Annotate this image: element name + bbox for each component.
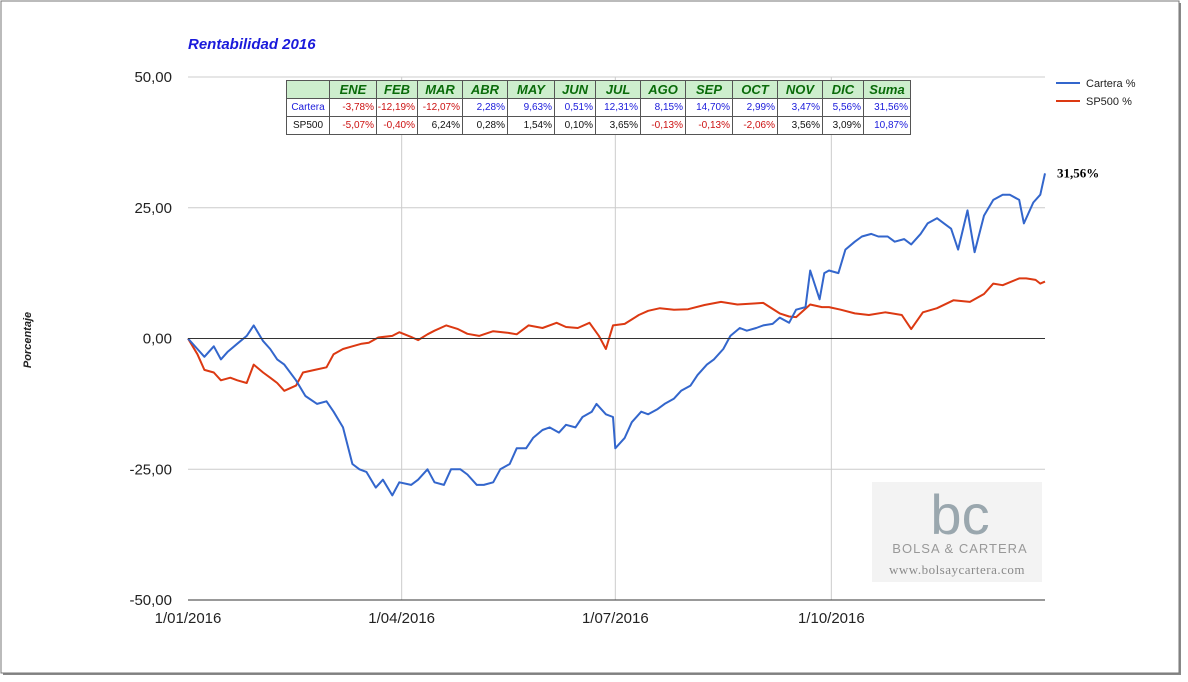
y-tick-label: 0,00 <box>143 331 172 348</box>
table-cell: 1,54% <box>507 116 555 135</box>
table-cell: 5,56% <box>822 98 864 117</box>
x-tick-label: 1/07/2016 <box>582 610 649 627</box>
table-cell: 12,31% <box>595 98 641 117</box>
table-cell: 9,63% <box>507 98 555 117</box>
table-cell: 14,70% <box>685 98 733 117</box>
table-header-cell: JUN <box>554 80 596 99</box>
x-tick-label: 1/04/2016 <box>368 610 435 627</box>
table-cell: -0,13% <box>640 116 686 135</box>
watermark-logo: bc <box>930 483 989 546</box>
table-header-cell: AGO <box>640 80 686 99</box>
table-header-row: ENE FEB MAR ABR MAY JUN JUL AGO SEP OCT NOV DIC Suma <box>286 80 911 99</box>
series-lines <box>187 173 1046 497</box>
table-header-cell: NOV <box>777 80 823 99</box>
legend-label-cartera: Cartera % <box>1086 78 1136 90</box>
table-row-label: Cartera <box>286 98 330 117</box>
watermark-name: BOLSA & CARTERA <box>892 541 1027 556</box>
table-cell: 3,09% <box>822 116 864 135</box>
y-axis-ticks: 50,00 25,00 0,00 -25,00 -50,00 <box>129 69 172 609</box>
table-header-cell: JUL <box>595 80 641 99</box>
table-cell: 3,56% <box>777 116 823 135</box>
watermark-url: www.bolsaycartera.com <box>889 562 1025 577</box>
table-cell: -3,78% <box>329 98 377 117</box>
watermark-box <box>872 482 1042 582</box>
table-cell: -0,40% <box>376 116 418 135</box>
legend: Cartera % SP500 % <box>1056 78 1136 108</box>
table-header-cell: SEP <box>685 80 733 99</box>
table-corner <box>286 80 330 99</box>
table-header-cell: MAR <box>417 80 463 99</box>
table-cell: -12,07% <box>417 98 463 117</box>
x-tick-label: 1/01/2016 <box>155 610 222 627</box>
table-cell: 10,87% <box>863 116 911 135</box>
table-cell: -12,19% <box>376 98 418 117</box>
table-cell: 0,10% <box>554 116 596 135</box>
y-tick-label: -25,00 <box>129 461 172 478</box>
table-cell: 0,51% <box>554 98 596 117</box>
table-cell: -0,13% <box>685 116 733 135</box>
table-row: Cartera -3,78% -12,19% -12,07% 2,28% 9,63% 0,5… <box>286 98 911 117</box>
table-cell: 0,28% <box>462 116 508 135</box>
x-tick-label: 1/10/2016 <box>798 610 865 627</box>
end-value-label: 31,56% <box>1057 165 1099 180</box>
chart-title: Rentabilidad 2016 <box>188 36 316 53</box>
series-line-cartera <box>187 173 1046 497</box>
monthly-returns-table: ENE FEB MAR ABR MAY JUN JUL AGO SEP OCT NOV DIC Suma… <box>286 80 911 135</box>
table-cell: 2,28% <box>462 98 508 117</box>
table-header-cell: MAY <box>507 80 555 99</box>
table-header-cell: ABR <box>462 80 508 99</box>
gridlines <box>188 76 1045 601</box>
table-cell: 6,24% <box>417 116 463 135</box>
watermark: bc BOLSA & CARTERA www.bolsaycartera.com <box>872 482 1042 582</box>
y-tick-label: 50,00 <box>134 69 172 86</box>
table-cell: 31,56% <box>863 98 911 117</box>
y-axis-label: Porcentaje <box>22 312 34 368</box>
table-cell: 3,65% <box>595 116 641 135</box>
table-cell: -2,06% <box>732 116 778 135</box>
table-cell: 2,99% <box>732 98 778 117</box>
table-header-cell: ENE <box>329 80 377 99</box>
table-body: Cartera -3,78% -12,19% -12,07% 2,28% 9,63% 0,5… <box>286 98 911 135</box>
legend-label-sp500: SP500 % <box>1086 96 1132 108</box>
y-tick-label: -50,00 <box>129 592 172 609</box>
table-header-cell: DIC <box>822 80 864 99</box>
table-header-cell: FEB <box>376 80 418 99</box>
table-row: SP500 -5,07% -0,40% 6,24% 0,28% 1,54% 0,10% 3,6… <box>286 116 911 135</box>
table-cell: 8,15% <box>640 98 686 117</box>
x-axis-ticks: 1/01/2016 1/04/2016 1/07/2016 1/10/2016 <box>155 610 865 627</box>
table-cell: 3,47% <box>777 98 823 117</box>
y-tick-label: 25,00 <box>134 200 172 217</box>
table-row-label: SP500 <box>286 116 330 135</box>
table-header-cell: OCT <box>732 80 778 99</box>
table-header-cell: Suma <box>863 80 911 99</box>
table-cell: -5,07% <box>329 116 377 135</box>
